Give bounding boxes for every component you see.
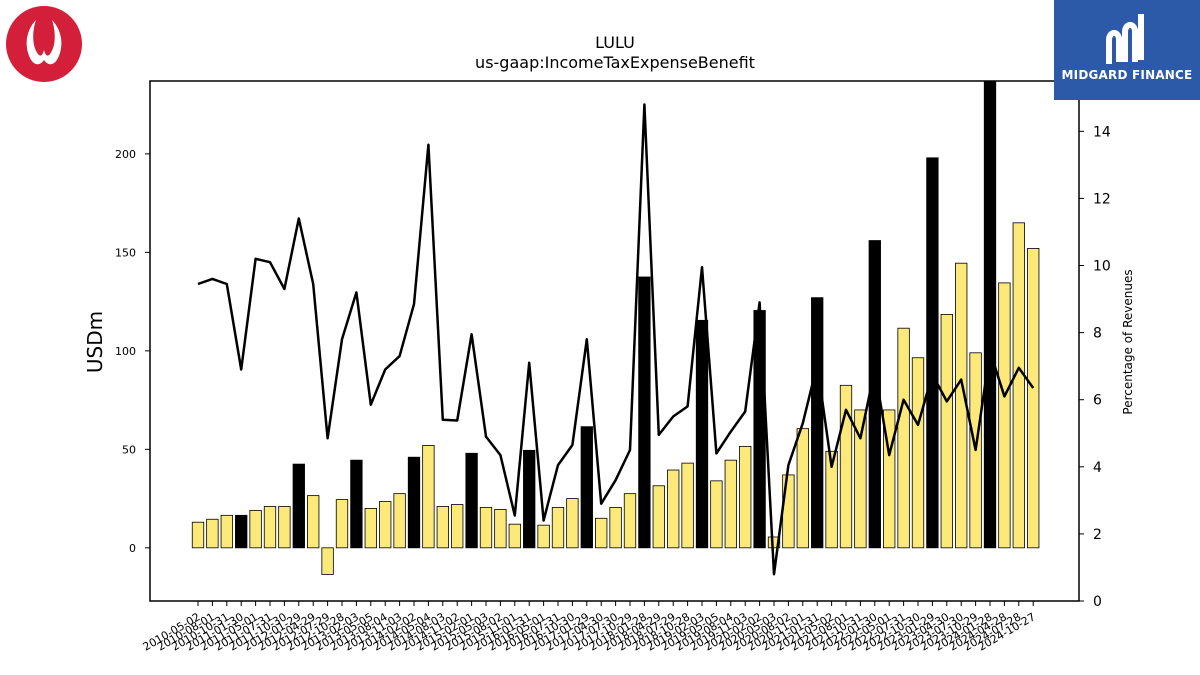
chart-title: LULU [595,33,635,52]
bar-2013-05-05 [364,508,377,549]
bar-2018-07-29 [667,469,680,549]
y2-tick-label: 4 [1093,460,1102,476]
bar-2016-07-31 [551,507,565,549]
bar-2023-04-30 [940,314,953,549]
bar-2019-08-04 [724,459,737,549]
bar-2024-04-28 [998,282,1011,549]
bar-2012-04-29 [307,495,320,549]
bar-2021-10-31 [854,409,867,549]
bar-2014-05-04 [422,444,435,549]
bar-2018-10-28 [681,462,694,549]
bars-group [191,80,1040,575]
bar-2022-07-31 [897,327,910,549]
midgard-mark-icon [1106,14,1144,64]
bar-2017-10-29 [623,493,637,549]
bar-2020-08-02 [782,474,795,549]
y2-axis-label: Percentage of Revenues [1121,269,1135,414]
midgard-finance-logo: MIDGARD FINANCE [1054,0,1200,100]
bar-2021-05-02 [825,450,838,549]
y2-tick-label: 12 [1093,191,1111,207]
bar-2016-05-01 [537,524,550,549]
bar-2014-08-03 [436,506,449,549]
bar-2015-05-03 [479,507,493,549]
y2-tick-label: 14 [1093,124,1111,140]
bar-2011-07-31 [263,506,277,549]
bar-2024-01-28 [983,80,997,549]
y-tick-label: 200 [115,148,136,161]
bar-2018-04-29 [652,485,665,549]
bar-2013-08-04 [379,501,392,549]
chart-subtitle: us-gaap:IncomeTaxExpenseBenefit [475,53,755,72]
bar-2020-05-03 [767,536,781,549]
bar-2012-10-28 [335,499,349,549]
y2-tick-label: 8 [1093,326,1102,342]
line-group [197,103,1035,576]
bar-2020-02-02 [753,310,766,549]
bar-2016-10-30 [566,498,579,549]
bar-2015-11-01 [508,523,521,549]
bar-2014-11-02 [451,504,464,549]
y2-tick-label: 6 [1093,393,1102,409]
bar-2019-05-05 [710,480,723,549]
plot-frame [149,80,1080,602]
bar-2018-01-28 [638,276,651,549]
percentage-line [197,103,1035,576]
bar-2013-11-03 [393,493,406,549]
bar-2017-07-30 [609,507,622,549]
bar-2010-08-01 [206,518,219,549]
bar-2017-04-30 [595,517,608,549]
bar-2022-10-30 [911,357,925,549]
bar-2019-11-03 [739,445,752,549]
bar-2011-01-30 [235,514,248,549]
bar-2021-01-31 [811,297,824,549]
bar-2021-08-01 [839,384,853,549]
lululemon-logo [6,6,82,82]
bar-2015-08-02 [494,509,507,549]
bar-2024-07-28 [1012,222,1025,549]
bar-2012-01-29 [292,463,305,549]
bar-2023-01-29 [926,157,939,549]
bar-2011-10-30 [278,506,291,549]
bar-2012-07-29 [321,547,334,575]
y-axis-label: USDm [83,311,107,373]
y2-tick-label: 2 [1093,527,1102,543]
bar-2024-10-27 [1027,248,1040,549]
bar-2019-02-03 [695,319,709,549]
bar-2014-02-02 [407,456,421,549]
y-tick-label: 150 [115,246,136,259]
bar-2010-05-02 [191,521,205,549]
bar-2015-02-01 [465,452,478,549]
bar-2010-10-31 [220,514,233,549]
bar-2022-05-01 [883,409,896,549]
y-tick-label: 0 [129,542,136,555]
y-tick-label: 100 [115,345,136,358]
bar-2016-01-31 [523,449,536,549]
y-tick-label: 50 [122,443,136,456]
y2-tick-label: 10 [1093,259,1111,275]
y2-tick-label: 0 [1093,594,1102,610]
bar-2011-05-01 [249,509,262,549]
bar-2020-11-01 [796,428,809,549]
bar-2013-02-03 [350,459,363,549]
bar-2017-01-29 [580,426,593,549]
midgard-finance-wordmark: MIDGARD FINANCE [1061,68,1193,82]
axes-group: 050100150200024681012142010-05-022010-08… [115,124,1111,653]
